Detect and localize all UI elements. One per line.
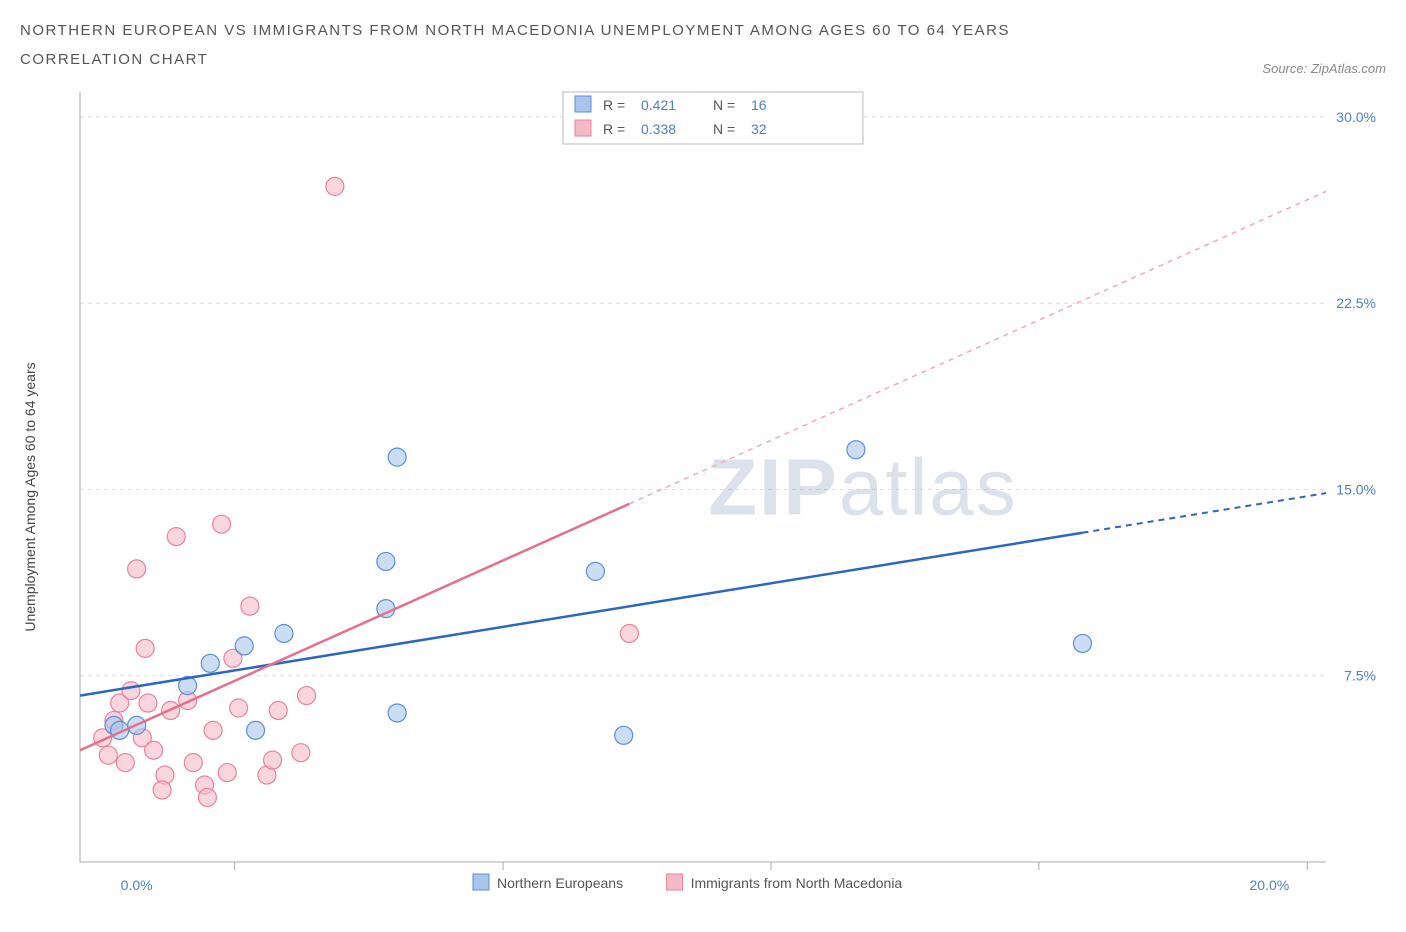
y-tick-label: 7.5% [1344, 668, 1376, 684]
x-tick-label: 0.0% [121, 877, 153, 893]
data-point-pink [264, 751, 282, 769]
data-point-pink [122, 682, 140, 700]
legend-swatch [575, 120, 591, 136]
data-point-blue [388, 448, 406, 466]
trend-line [80, 504, 629, 750]
source-attribution: Source: ZipAtlas.com [1262, 61, 1386, 76]
data-point-blue [847, 441, 865, 459]
data-point-pink [230, 699, 248, 717]
data-point-pink [145, 741, 163, 759]
y-tick-label: 15.0% [1336, 481, 1376, 497]
chart-frame: Unemployment Among Ages 60 to 64 years Z… [20, 82, 1386, 912]
data-point-pink [128, 560, 146, 578]
y-axis-label: Unemployment Among Ages 60 to 64 years [22, 362, 38, 631]
legend-n-value: 16 [751, 97, 767, 113]
legend-series-label: Northern Europeans [497, 875, 623, 891]
legend-n-label: N = [713, 121, 735, 137]
legend-r-value: 0.338 [641, 121, 676, 137]
data-point-pink [167, 528, 185, 546]
source-name: ZipAtlas.com [1311, 61, 1386, 76]
data-point-pink [298, 687, 316, 705]
data-point-blue [235, 637, 253, 655]
source-label: Source: [1262, 61, 1307, 76]
data-point-pink [198, 788, 216, 806]
data-point-pink [292, 744, 310, 762]
data-point-pink [269, 701, 287, 719]
legend-n-label: N = [713, 97, 735, 113]
data-point-pink [116, 754, 134, 772]
data-point-pink [153, 781, 171, 799]
data-point-blue [388, 704, 406, 722]
data-point-pink [136, 639, 154, 657]
data-point-blue [1073, 634, 1091, 652]
legend-n-value: 32 [751, 121, 767, 137]
legend-swatch [473, 874, 489, 890]
data-point-pink [213, 515, 231, 533]
data-point-pink [184, 754, 202, 772]
data-point-blue [247, 721, 265, 739]
y-tick-label: 30.0% [1336, 109, 1376, 125]
legend-series-label: Immigrants from North Macedonia [691, 875, 903, 891]
data-point-pink [218, 764, 236, 782]
x-tick-label: 20.0% [1250, 877, 1290, 893]
legend-r-value: 0.421 [641, 97, 676, 113]
chart-container: NORTHERN EUROPEAN VS IMMIGRANTS FROM NOR… [20, 20, 1386, 912]
data-point-blue [275, 624, 293, 642]
data-point-pink [139, 694, 157, 712]
data-point-blue [615, 726, 633, 744]
legend-r-label: R = [603, 97, 625, 113]
legend-r-label: R = [603, 121, 625, 137]
data-point-pink [241, 597, 259, 615]
data-point-blue [377, 552, 395, 570]
y-tick-label: 22.5% [1336, 295, 1376, 311]
data-point-blue [201, 654, 219, 672]
chart-subtitle: CORRELATION CHART [20, 51, 1010, 68]
chart-title: NORTHERN EUROPEAN VS IMMIGRANTS FROM NOR… [20, 20, 1010, 41]
legend-swatch [575, 96, 591, 112]
data-point-pink [99, 746, 117, 764]
trend-line [80, 533, 1082, 696]
scatter-chart: ZIPatlas0.0%20.0%7.5%15.0%22.5%30.0%R =0… [20, 82, 1386, 912]
data-point-pink [620, 624, 638, 642]
legend-swatch [667, 874, 683, 890]
data-point-pink [204, 721, 222, 739]
data-point-blue [586, 562, 604, 580]
trend-line-extrapolated [1082, 493, 1326, 533]
data-point-pink [326, 177, 344, 195]
